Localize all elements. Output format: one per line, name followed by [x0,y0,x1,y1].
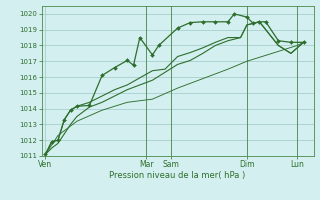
X-axis label: Pression niveau de la mer( hPa ): Pression niveau de la mer( hPa ) [109,171,246,180]
